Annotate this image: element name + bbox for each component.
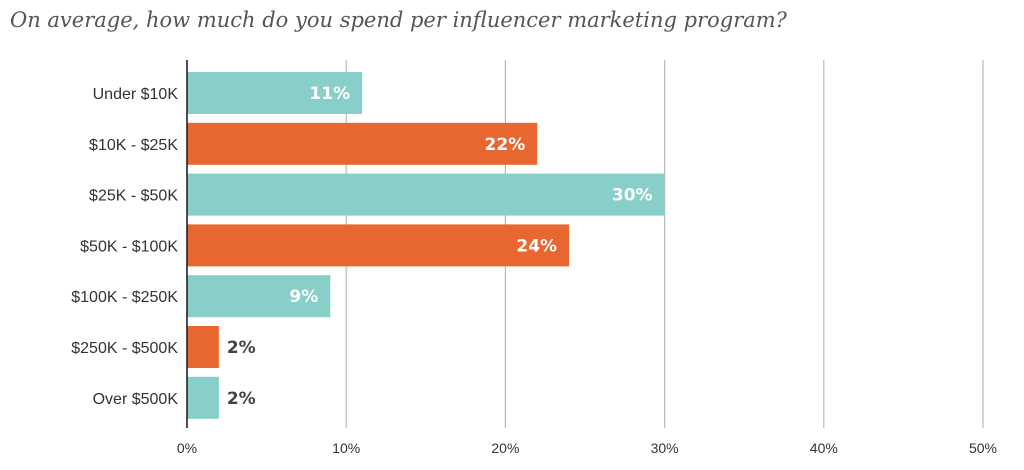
chart-title: On average, how much do you spend per in…	[10, 8, 787, 32]
x-tick-label: 20%	[491, 440, 519, 456]
bar	[187, 326, 219, 368]
bar	[187, 173, 665, 216]
data-label: 30%	[612, 186, 653, 206]
bar	[187, 376, 219, 419]
bars	[187, 72, 665, 419]
data-label: 24%	[516, 236, 557, 256]
bar	[187, 122, 538, 165]
category-label: $10K - $25K	[89, 137, 178, 154]
data-label: 2%	[227, 389, 256, 409]
category-label: $250K - $500K	[71, 340, 178, 357]
data-label: 22%	[485, 135, 526, 155]
data-label: 2%	[227, 338, 256, 358]
x-tick-label: 30%	[651, 440, 679, 456]
category-labels: Under $10K $10K - $25K $25K - $50K $50K - $…	[71, 86, 178, 408]
x-tick-label: 10%	[332, 440, 360, 456]
category-label: $100K - $250K	[71, 289, 178, 306]
x-tick-labels: 0% 10% 20% 30% 40% 50%	[177, 440, 997, 456]
bar	[187, 72, 363, 114]
data-label: 9%	[289, 287, 318, 307]
x-tick-label: 50%	[969, 440, 997, 456]
category-label: Under $10K	[93, 86, 179, 103]
category-label: Over $500K	[93, 391, 179, 408]
x-tick-label: 40%	[810, 440, 838, 456]
category-label: $50K - $100K	[80, 238, 178, 255]
x-tick-label: 0%	[177, 440, 197, 456]
bar	[187, 224, 570, 267]
value-labels: 11% 22% 30% 24% 9% 2% 2%	[227, 84, 653, 409]
data-label: 11%	[309, 84, 350, 104]
bar	[187, 275, 331, 318]
category-label: $25K - $50K	[89, 188, 178, 205]
